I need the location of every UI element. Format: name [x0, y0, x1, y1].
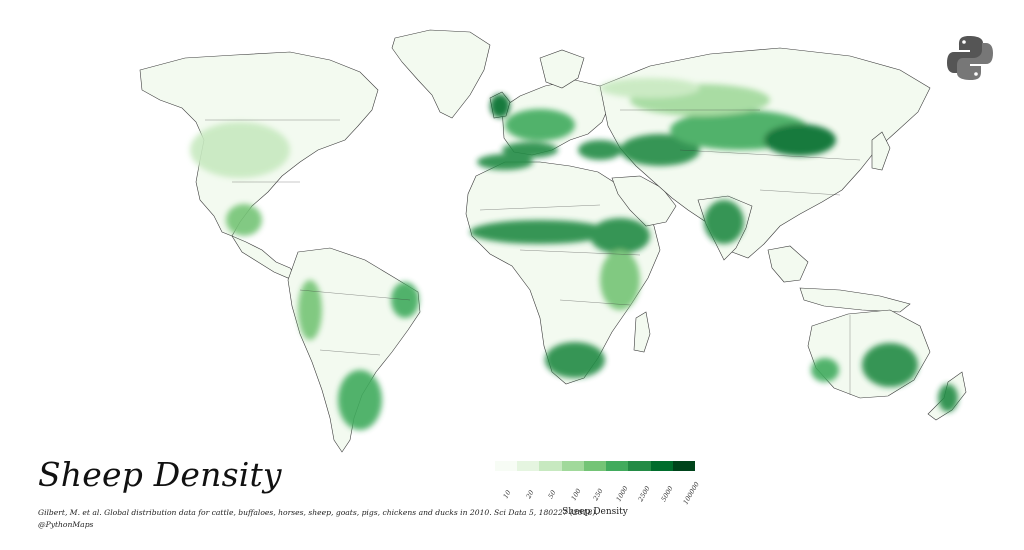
legend-swatch	[628, 461, 651, 471]
legend-tick-label: 100	[569, 486, 583, 502]
legend-swatch	[495, 461, 518, 471]
madagascar	[633, 311, 651, 353]
legend-tick-label: 1000	[614, 484, 630, 503]
legend-swatch	[517, 461, 540, 471]
legend-tick-labels: 10 20 50 100 250 1000 2500 5000 100000	[495, 475, 701, 506]
japan	[871, 131, 891, 171]
scandinavia	[539, 49, 585, 89]
legend-tick-label: 50	[546, 488, 558, 500]
legend-tick-label: 20	[524, 488, 536, 500]
legend-tick-label: 5000	[659, 484, 675, 503]
country-borders	[205, 109, 861, 395]
legend-tick-label: 100000	[681, 480, 701, 506]
legend-title: Sheep Density	[562, 507, 628, 517]
legend-swatch	[606, 461, 629, 471]
page-title: Sheep Density	[38, 455, 282, 494]
southeast-asia	[767, 245, 809, 283]
density-overlay	[190, 78, 958, 430]
indonesia	[799, 287, 911, 313]
legend-swatch	[650, 461, 673, 471]
world-map	[139, 29, 967, 453]
python-logo-icon	[947, 36, 993, 80]
data-citation: Gilbert, M. et al. Global distribution d…	[38, 508, 598, 517]
legend-tick-label: 2500	[636, 484, 652, 503]
legend-swatch	[539, 461, 562, 471]
legend-swatch	[561, 461, 584, 471]
central-america	[231, 235, 297, 279]
color-legend: 10 20 50 100 250 1000 2500 5000 100000 Sheep Den…	[495, 461, 701, 521]
arabian-peninsula	[611, 175, 677, 227]
legend-tick-label: 250	[591, 486, 605, 502]
greenland	[391, 29, 491, 119]
legend-color-bar	[495, 461, 695, 471]
legend-tick-label: 10	[501, 488, 513, 500]
legend-swatch	[672, 461, 695, 471]
author-handle: @PythonMaps	[38, 520, 94, 529]
legend-swatch	[583, 461, 607, 471]
